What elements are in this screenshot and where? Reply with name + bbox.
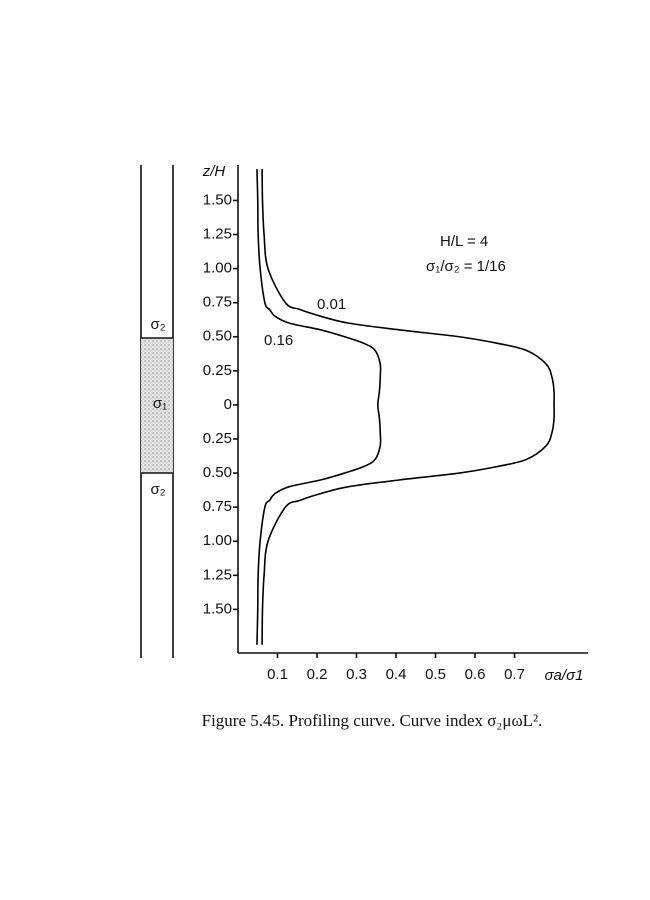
x-tick-label: 0.7 — [504, 666, 525, 683]
y-tick-label: 0.75 — [203, 294, 232, 311]
y-tick-label: 1.50 — [203, 191, 232, 208]
layer-label: σ₂ — [150, 316, 165, 333]
y-tick-label: 0.50 — [203, 328, 232, 345]
y-tick-label: 0.25 — [203, 362, 232, 379]
y-tick-label: 0.50 — [203, 464, 232, 481]
annotation: σ₁/σ₂ = 1/16 — [426, 258, 506, 275]
profile-curve — [261, 169, 555, 645]
y-tick-label: 0 — [224, 396, 232, 413]
curve-label: 0.01 — [317, 296, 346, 313]
y-tick-label: 1.50 — [203, 600, 232, 617]
x-tick-label: 0.5 — [425, 666, 446, 683]
x-axis-label: σa/σ1 — [545, 667, 584, 684]
x-tick-label: 0.2 — [307, 666, 328, 683]
caption: Figure 5.45. Profiling curve. Curve inde… — [202, 711, 543, 730]
y-tick-label: 0.25 — [203, 430, 232, 447]
y-axis-label: z/H — [202, 163, 226, 180]
layer-shading — [141, 338, 173, 473]
y-tick-label: 0.75 — [203, 498, 232, 515]
layer-label: σ₂ — [150, 481, 165, 498]
annotation: H/L = 4 — [440, 233, 488, 250]
layer-label: σ₁ — [153, 395, 167, 412]
x-tick-label: 0.4 — [386, 666, 407, 683]
profile-curve — [256, 169, 382, 645]
x-tick-label: 0.6 — [465, 666, 486, 683]
curve-label: 0.16 — [264, 332, 293, 349]
y-tick-label: 1.00 — [203, 532, 232, 549]
y-tick-label: 1.00 — [203, 260, 232, 277]
y-tick-label: 1.25 — [203, 225, 232, 242]
x-tick-label: 0.3 — [346, 666, 367, 683]
x-tick-label: 0.1 — [267, 666, 288, 683]
y-tick-label: 1.25 — [203, 566, 232, 583]
